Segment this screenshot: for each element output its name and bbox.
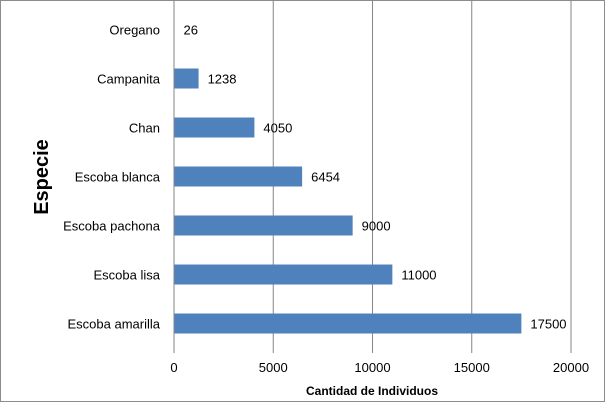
x-tick-labels: 0 5000 10000 15000 20000 [170,348,589,375]
x-tick-label: 5000 [259,360,288,375]
category-label: Escoba lisa [94,268,161,283]
category-label: Escoba amarilla [68,317,161,332]
category-label: Campanita [97,72,161,87]
category-label: Escoba pachona [63,219,161,234]
data-label: 26 [184,23,198,38]
bar [174,117,255,138]
x-axis-title: Cantidad de Individuos [306,384,438,398]
category-label: Chan [129,121,160,136]
category-label: Oregano [109,23,160,38]
x-tick-label: 0 [170,360,177,375]
x-tick-label: 20000 [553,360,589,375]
data-label: 9000 [362,219,391,234]
y-axis-title: Especie [31,139,53,215]
data-label: 17500 [530,317,566,332]
bar [174,68,199,89]
data-label: 11000 [401,268,436,283]
data-labels: 26 1238 4050 6454 9000 11000 17500 [184,23,567,332]
bar [174,264,393,285]
data-label: 4050 [263,121,292,136]
bar [174,166,303,187]
bars [174,19,522,334]
bar [174,313,522,334]
x-tick-label: 10000 [354,360,390,375]
category-label: Escoba blanca [75,170,161,185]
x-tick-label: 15000 [454,360,490,375]
bar [174,215,353,236]
data-label: 1238 [208,72,237,87]
data-label: 6454 [311,170,340,185]
category-labels: Oregano Campanita Chan Escoba blanca Escoba … [63,23,161,332]
